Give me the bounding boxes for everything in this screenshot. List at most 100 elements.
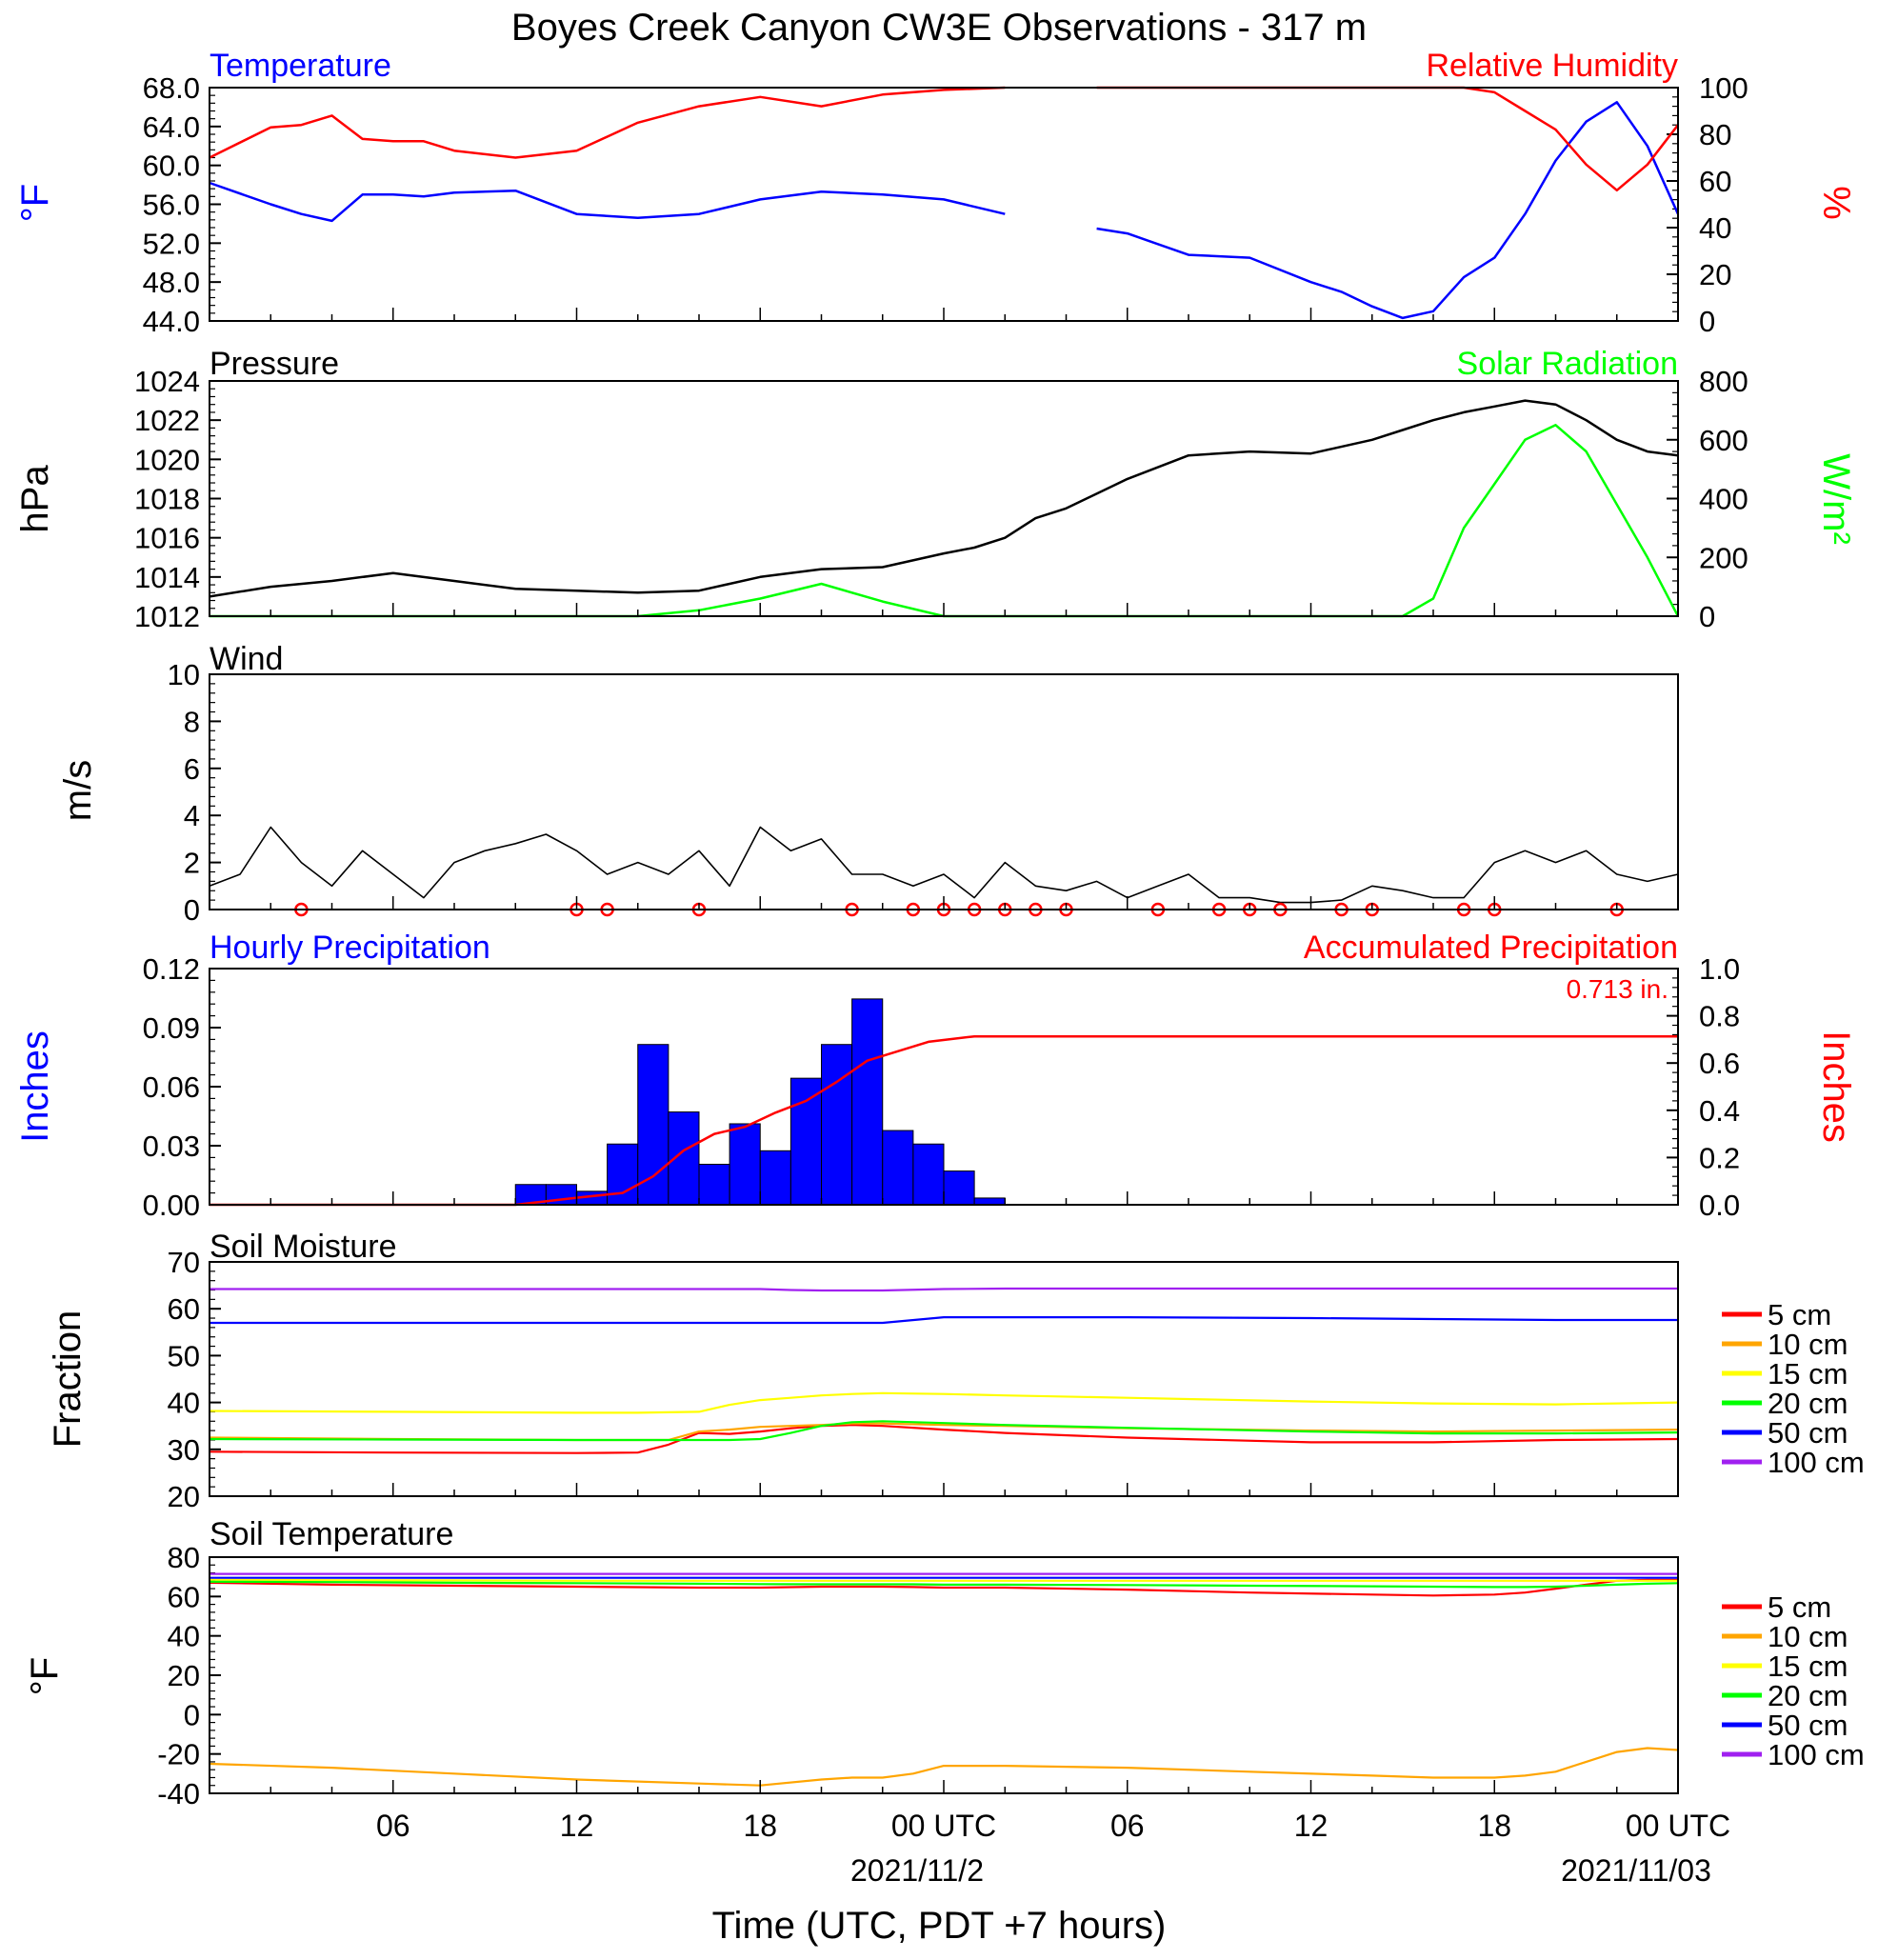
- accum-axis-ticks: 1.0 0.8 0.6 0.4 0.2 0.0: [1667, 952, 1740, 1222]
- precip-tick-label: 0.09: [143, 1011, 200, 1045]
- precip-bar: [789, 1077, 822, 1206]
- solar-tick-label: 0: [1699, 600, 1715, 633]
- solar-unit-label: W/m²: [1815, 453, 1857, 545]
- temp-tick-label: 60.0: [143, 150, 200, 183]
- precip-unit-left: Inches: [14, 1030, 56, 1143]
- legend-label: 5 cm: [1768, 1298, 1831, 1331]
- precip-bar: [637, 1044, 669, 1206]
- soil-moisture-axis-ticks: 70 60 50 40 30 20: [168, 1246, 221, 1513]
- temp-rh-frame: [209, 87, 1679, 322]
- x-axis-label: Time (UTC, PDT +7 hours): [712, 1905, 1167, 1947]
- panel-pressure-solar: Pressure Solar Radiation hPa W/m² 102410…: [14, 346, 1857, 633]
- figure-title: Boyes Creek Canyon CW3E Observations - 3…: [511, 7, 1367, 49]
- wind-title: Wind: [210, 641, 283, 677]
- soil-moisture-100cm-line: [210, 1287, 1678, 1292]
- precip-tick-label: 0.03: [143, 1130, 200, 1163]
- accum-tick-label: 0.4: [1699, 1094, 1740, 1128]
- precip-bar: [912, 1143, 945, 1206]
- panel-soil-moisture: Soil Moisture Fraction 70 60 50 40 30 20 5 cm…: [47, 1229, 1865, 1513]
- accum-precip-title: Accumulated Precipitation: [1304, 930, 1678, 966]
- precip-bar: [759, 1150, 791, 1206]
- soil-temp-15cm-line: [209, 1578, 1678, 1582]
- pressure-line: [209, 399, 1679, 598]
- precip-bar: [698, 1163, 730, 1206]
- precip-axis-ticks: 0.12 0.09 0.06 0.03 0.00: [143, 952, 221, 1222]
- temp-tick-label: 64.0: [143, 110, 200, 144]
- rh-title: Relative Humidity: [1426, 48, 1678, 84]
- temp-tick-label: 56.0: [143, 189, 200, 222]
- x-tick-label: 12: [560, 1809, 594, 1843]
- soil-moisture-tick-label: 30: [168, 1433, 200, 1467]
- precip-plot-area: [210, 998, 1678, 1207]
- pressure-tick-label: 1018: [134, 483, 200, 516]
- soil-moisture-10cm-line: [209, 1422, 1679, 1442]
- soil-moisture-unit-label: Fraction: [47, 1310, 89, 1449]
- x-tick-label: 06: [376, 1809, 410, 1843]
- panel-soil-temp: Soil Temperature °F 80 60 40 20 0 -20 -40 5 cm…: [24, 1516, 1865, 1810]
- pressure-tick-label: 1014: [134, 561, 200, 594]
- precip-bar: [882, 1130, 914, 1206]
- soil-moisture-title: Soil Moisture: [210, 1229, 397, 1265]
- pressure-tick-label: 1016: [134, 522, 200, 555]
- panel-temp-rh: Temperature Relative Humidity °F % 68.06…: [14, 48, 1857, 338]
- precip-tick-label: 0.06: [143, 1070, 200, 1104]
- soil-temp-10cm-line: [209, 1747, 1679, 1787]
- soil-temp-tick-label: 0: [184, 1698, 200, 1731]
- solar-tick-label: 200: [1699, 541, 1748, 574]
- soil-moisture-tick-label: 60: [168, 1292, 200, 1326]
- accum-tick-label: 0.6: [1699, 1047, 1740, 1080]
- temp-axis-ticks: 68.0 64.0 60.0 56.0 52.0 48.0 44.0: [143, 71, 221, 338]
- rh-unit-label: %: [1815, 186, 1857, 220]
- pressure-solar-plot-area: [209, 399, 1680, 618]
- solar-title: Solar Radiation: [1457, 346, 1678, 382]
- soil-temp-tick-label: 60: [168, 1580, 200, 1613]
- soil-moisture-15cm-line: [209, 1391, 1679, 1414]
- soil-moisture-tick-label: 40: [168, 1387, 200, 1420]
- wind-unit-label: m/s: [57, 760, 99, 821]
- rh-axis-ticks: 100 80 60 40 20 0: [1667, 71, 1748, 338]
- wind-tick-label: 2: [184, 847, 200, 880]
- legend-label: 10 cm: [1768, 1328, 1848, 1361]
- soil-temp-tick-label: -20: [157, 1738, 200, 1771]
- precip-bar: [943, 1170, 975, 1206]
- soil-temp-title: Soil Temperature: [210, 1516, 453, 1552]
- precip-bar: [973, 1197, 1006, 1206]
- pressure-tick-label: 1024: [134, 365, 200, 398]
- legend-label: 50 cm: [1768, 1709, 1848, 1742]
- precip-bar: [851, 998, 884, 1206]
- wind-tick-label: 8: [184, 705, 200, 738]
- temp-tick-label: 48.0: [143, 266, 200, 299]
- x-tick-label: 18: [1477, 1809, 1511, 1843]
- accum-tick-label: 0.0: [1699, 1189, 1740, 1222]
- panel-precip: Hourly Precipitation Accumulated Precipi…: [14, 930, 1857, 1222]
- precip-bar: [607, 1143, 639, 1206]
- rh-tick-label: 20: [1699, 258, 1731, 291]
- legend-label: 50 cm: [1768, 1416, 1848, 1450]
- pressure-title: Pressure: [210, 346, 339, 382]
- accum-tick-label: 1.0: [1699, 952, 1740, 986]
- legend-label: 100 cm: [1768, 1446, 1865, 1479]
- wind-speed-line: [209, 826, 1679, 904]
- accumulated-precip-line: [210, 1034, 1678, 1207]
- precip-bar: [821, 1044, 853, 1206]
- rh-tick-label: 0: [1699, 305, 1715, 338]
- temperature-title: Temperature: [210, 48, 391, 84]
- legend-label: 20 cm: [1768, 1387, 1848, 1420]
- legend-label: 5 cm: [1768, 1590, 1831, 1624]
- wind-tick-label: 6: [184, 752, 200, 786]
- temp-tick-label: 52.0: [143, 227, 200, 260]
- solar-tick-label: 400: [1699, 483, 1748, 516]
- soil-moisture-50cm-line: [210, 1316, 1678, 1325]
- soil-temp-tick-label: 20: [168, 1659, 200, 1692]
- x-tick-label: 18: [743, 1809, 777, 1843]
- solar-line: [210, 424, 1680, 618]
- soil-temp-axis-ticks: 80 60 40 20 0 -20 -40: [157, 1541, 221, 1810]
- pressure-tick-label: 1012: [134, 600, 200, 633]
- temp-unit-label: °F: [14, 184, 56, 222]
- precip-tick-label: 0.12: [143, 952, 200, 986]
- precip-bar: [729, 1123, 761, 1206]
- wind-tick-label: 0: [184, 893, 200, 927]
- soil-temp-20cm-line: [209, 1580, 1679, 1589]
